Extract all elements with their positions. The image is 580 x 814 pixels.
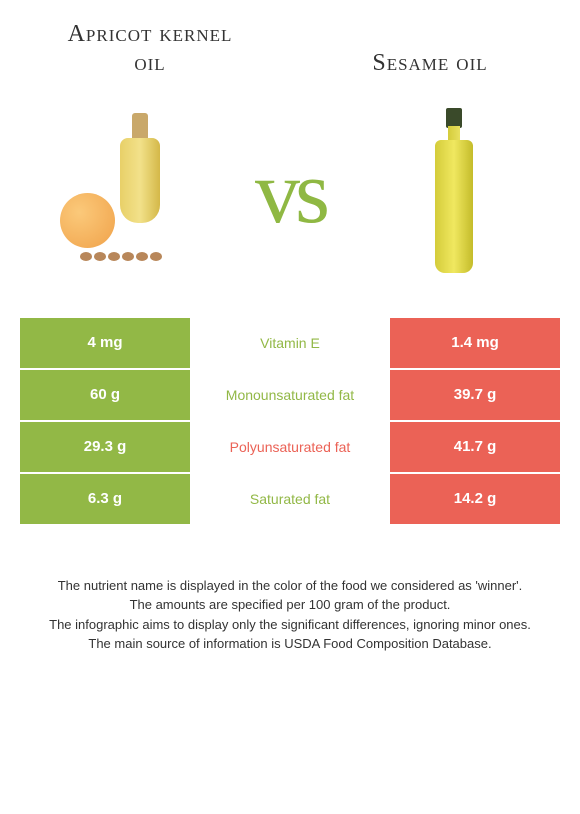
- comparison-table: 4 mgVitamin E1.4 mg60 gMonounsaturated f…: [20, 318, 560, 526]
- cell-right-value: 14.2 g: [390, 474, 560, 524]
- sesame-oil-image: [380, 103, 530, 283]
- table-row: 4 mgVitamin E1.4 mg: [20, 318, 560, 370]
- title-right: Sesame oil: [330, 49, 530, 78]
- cell-left-value: 29.3 g: [20, 422, 190, 472]
- table-row: 29.3 gPolyunsaturated fat41.7 g: [20, 422, 560, 474]
- cell-nutrient-label: Vitamin E: [190, 318, 390, 368]
- title-left: Apricot kernel oil: [50, 20, 250, 78]
- cell-right-value: 39.7 g: [390, 370, 560, 420]
- footer-notes: The nutrient name is displayed in the co…: [0, 526, 580, 654]
- cell-left-value: 4 mg: [20, 318, 190, 368]
- cell-nutrient-label: Polyunsaturated fat: [190, 422, 390, 472]
- cell-left-value: 60 g: [20, 370, 190, 420]
- table-row: 60 gMonounsaturated fat39.7 g: [20, 370, 560, 422]
- vs-label: vs: [255, 141, 325, 244]
- footer-line: The main source of information is USDA F…: [30, 634, 550, 654]
- header: Apricot kernel oil Sesame oil: [0, 0, 580, 88]
- cell-right-value: 41.7 g: [390, 422, 560, 472]
- cell-nutrient-label: Monounsaturated fat: [190, 370, 390, 420]
- hero-row: vs: [0, 88, 580, 308]
- cell-left-value: 6.3 g: [20, 474, 190, 524]
- footer-line: The nutrient name is displayed in the co…: [30, 576, 550, 596]
- cell-right-value: 1.4 mg: [390, 318, 560, 368]
- footer-line: The infographic aims to display only the…: [30, 615, 550, 635]
- apricot-oil-image: [50, 103, 200, 283]
- footer-line: The amounts are specified per 100 gram o…: [30, 595, 550, 615]
- table-row: 6.3 gSaturated fat14.2 g: [20, 474, 560, 526]
- cell-nutrient-label: Saturated fat: [190, 474, 390, 524]
